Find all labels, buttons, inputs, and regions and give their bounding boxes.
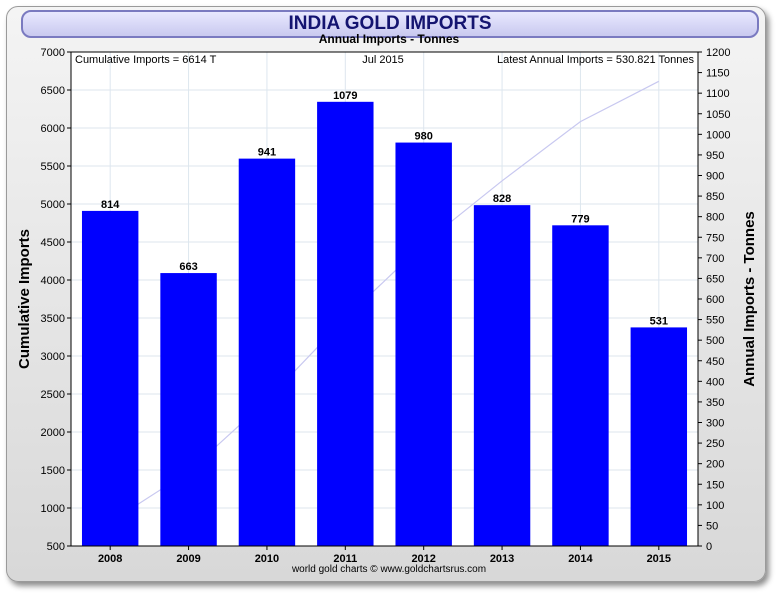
right-tick-label: 200	[706, 459, 724, 471]
plot-border	[70, 51, 699, 547]
chart-title: INDIA GOLD IMPORTS	[21, 10, 759, 38]
bar-2015	[630, 327, 688, 546]
right-tick-label: 1200	[706, 47, 730, 59]
right-tick-label: 1050	[706, 109, 730, 121]
x-tick-label: 2015	[647, 553, 671, 565]
left-tick-label: 4500	[41, 237, 65, 249]
right-tick-label: 250	[706, 438, 724, 450]
left-axis-label: Cumulative Imports	[16, 229, 33, 369]
left-tick-label: 5500	[41, 161, 65, 173]
bar-2010	[238, 158, 296, 546]
data-label-2011: 1079	[333, 90, 357, 102]
x-tick-label: 2011	[333, 553, 357, 565]
x-tick-label: 2010	[255, 553, 279, 565]
chart-subtitle: Annual Imports - Tonnes	[318, 32, 460, 46]
right-tick-label: 1100	[706, 88, 730, 100]
right-tick-label: 700	[706, 253, 724, 265]
date-readout: Jul 2015	[362, 54, 404, 66]
right-tick-label: 600	[706, 294, 724, 306]
right-tick-label: 0	[706, 541, 712, 553]
data-label-2013: 828	[493, 193, 511, 205]
bar-2008	[81, 210, 139, 547]
right-axis-label: Annual Imports - Tonnes	[741, 211, 758, 387]
left-y-axis: 500 1000 1500 2000 2500 3000 3500 4000 4500 5000 5…	[41, 47, 71, 553]
footer-credit: world gold charts © www.goldchartsrus.co…	[291, 564, 487, 575]
right-tick-label: 750	[706, 232, 724, 244]
right-tick-label: 300	[706, 418, 724, 430]
bar-2014	[552, 225, 609, 547]
data-label-2015: 531	[650, 315, 668, 327]
left-tick-label: 1500	[41, 465, 65, 477]
x-tick-label: 2013	[490, 553, 514, 565]
bar-data-labels: 814 663 941 1079 980 828 779 531	[101, 90, 668, 328]
left-tick-label: 7000	[41, 47, 65, 59]
left-tick-label: 5000	[41, 199, 65, 211]
data-label-2012: 980	[415, 131, 433, 143]
x-tick-label: 2009	[176, 553, 200, 565]
data-label-2008: 814	[101, 199, 120, 211]
right-tick-label: 450	[706, 356, 724, 368]
left-tick-label: 3500	[41, 313, 65, 325]
data-label-2009: 663	[179, 261, 197, 273]
right-tick-label: 50	[706, 520, 718, 532]
right-tick-label: 350	[706, 397, 724, 409]
latest-annual-imports-readout: Latest Annual Imports = 530.821 Tonnes	[497, 54, 695, 66]
x-tick-label: 2012	[411, 553, 435, 565]
bar-2012	[395, 142, 452, 547]
bars	[81, 101, 688, 547]
left-tick-label: 4000	[41, 275, 65, 287]
x-tick-label: 2014	[568, 553, 593, 565]
right-tick-label: 500	[706, 335, 724, 347]
right-tick-label: 400	[706, 376, 724, 388]
right-tick-label: 550	[706, 315, 724, 327]
right-tick-label: 950	[706, 150, 724, 162]
left-tick-label: 500	[47, 541, 65, 553]
left-tick-label: 6500	[41, 85, 65, 97]
right-y-axis: 0 50 100 150 200 250 300 350 400 450 500 550 600 650 7…	[698, 47, 730, 553]
left-tick-label: 1000	[41, 503, 65, 515]
bar-2011	[317, 101, 374, 546]
left-tick-label: 2000	[41, 427, 65, 439]
right-tick-label: 800	[706, 212, 724, 224]
data-label-2014: 779	[571, 213, 589, 225]
right-tick-label: 850	[706, 191, 724, 203]
x-axis: 2008 2009 2010 2011 2012 2013 2014 2015	[98, 546, 671, 565]
cumulative-imports-readout: Cumulative Imports = 6614 T	[75, 54, 217, 66]
right-tick-label: 100	[706, 500, 724, 512]
right-tick-label: 650	[706, 273, 724, 285]
bar-2009	[160, 273, 217, 546]
bar-2013	[473, 205, 531, 546]
right-tick-label: 1000	[706, 129, 730, 141]
x-tick-label: 2008	[98, 553, 122, 565]
right-tick-label: 150	[706, 479, 724, 491]
left-tick-label: 2500	[41, 389, 65, 401]
left-tick-label: 3000	[41, 351, 65, 363]
left-tick-label: 6000	[41, 123, 65, 135]
data-label-2010: 941	[258, 147, 276, 159]
right-tick-label: 900	[706, 171, 724, 183]
right-tick-label: 1150	[706, 68, 730, 80]
